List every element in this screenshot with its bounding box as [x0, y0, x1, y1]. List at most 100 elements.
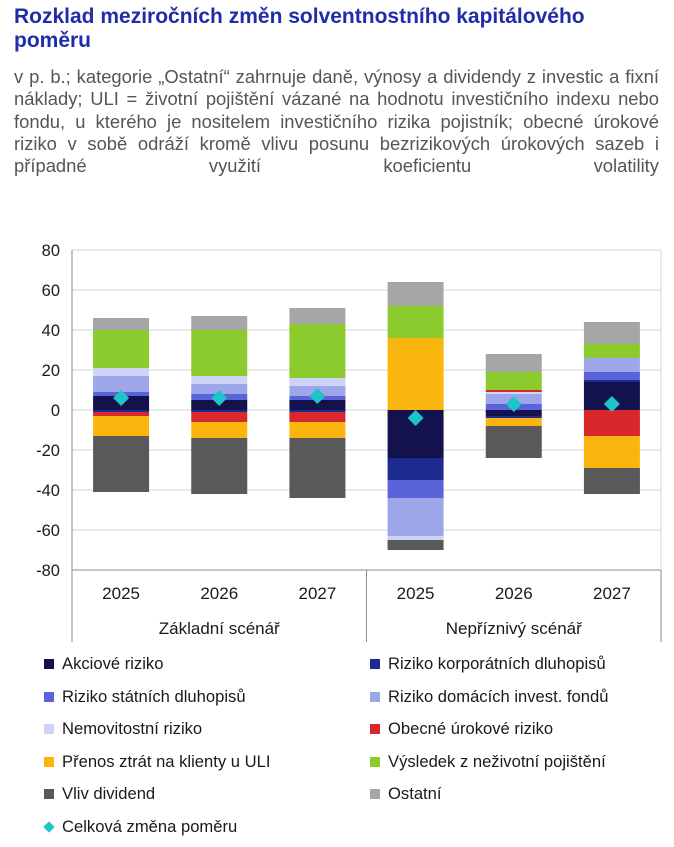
bar-segment — [387, 480, 444, 498]
legend-label: Akciové riziko — [62, 654, 164, 673]
bar-segment — [583, 344, 640, 358]
bar-segment — [191, 438, 248, 494]
bar-segment — [93, 368, 150, 376]
bar-segment — [583, 436, 640, 468]
bar-segment — [485, 416, 542, 418]
chart-subtitle: v p. b.; kategorie „Ostatní“ zahrnuje da… — [14, 66, 659, 177]
bar-segment — [93, 412, 150, 416]
bar-segment — [583, 322, 640, 344]
bar-segment — [289, 410, 346, 412]
bar-segment — [191, 376, 248, 384]
legend-label: Celková změna poměru — [62, 816, 238, 836]
legend-swatch — [44, 659, 54, 669]
legend-swatch — [370, 659, 380, 669]
legend-item: Obecné úrokové riziko — [370, 717, 553, 741]
bar-segment — [289, 324, 346, 378]
legend-item: Riziko domácích invest. fondů — [370, 685, 608, 709]
bar-segment — [93, 410, 150, 412]
legend-label: Riziko domácích invest. fondů — [388, 686, 609, 706]
bar-segment — [289, 308, 346, 324]
bar-segment — [191, 422, 248, 438]
bar-segment — [93, 318, 150, 330]
legend-swatch — [44, 789, 54, 799]
y-tick-label: 40 — [42, 322, 60, 340]
bar-segment — [387, 458, 444, 480]
bar-segment — [485, 392, 542, 394]
total-change-marker — [603, 396, 620, 412]
bar-segment — [387, 338, 444, 410]
bar-segment — [191, 316, 248, 330]
bar-segment — [289, 412, 346, 422]
bar-segment — [387, 540, 444, 550]
bar-segment — [289, 378, 346, 386]
bar-segment — [387, 282, 444, 306]
bar-segment — [583, 358, 640, 372]
bar-segment — [289, 438, 346, 498]
legend-swatch — [43, 820, 55, 833]
total-change-marker — [505, 396, 522, 412]
bar-segment — [485, 426, 542, 458]
legend-label: Riziko státních dluhopisů — [62, 686, 246, 706]
legend-label: Nemovitostní riziko — [62, 719, 203, 738]
legend-swatch — [370, 789, 380, 799]
x-tick-label: 2026 — [495, 584, 533, 603]
y-tick-label: -80 — [36, 562, 60, 580]
bar-segment — [191, 384, 248, 394]
legend-item: Výsledek z neživotní pojištění — [370, 750, 606, 774]
legend-item: Ostatní — [370, 782, 442, 806]
group-label: Nepříznivý scénář — [446, 619, 582, 638]
legend-label: Vliv dividend — [62, 784, 156, 803]
y-tick-label: -40 — [36, 482, 60, 500]
bar-segment — [485, 372, 542, 390]
legend-label: Ostatní — [388, 784, 442, 803]
bar-segment — [387, 306, 444, 338]
legend-item: Celková změna poměru — [43, 815, 238, 839]
bar-segment — [485, 390, 542, 392]
bar-segment — [93, 330, 150, 368]
bar-segment — [387, 498, 444, 536]
legend-item: Akciové riziko — [44, 652, 163, 676]
bar-chart: -80 -60 -40 -20 0 20 40 60 80 2025 2026 2027 2025 202… — [36, 242, 662, 642]
y-tick-label: 0 — [51, 402, 60, 420]
legend-swatch — [44, 724, 54, 734]
x-tick-label: 2025 — [102, 584, 140, 603]
x-tick-label: 2025 — [397, 584, 435, 603]
bar-segment — [387, 536, 444, 540]
legend-swatch — [370, 756, 380, 767]
bar-segment — [191, 412, 248, 422]
bar-segment — [485, 354, 542, 372]
legend-item: Vliv dividend — [44, 782, 155, 806]
bar-segment — [289, 422, 346, 438]
legend-item: Přenos ztrát na klienty u ULI — [44, 750, 270, 774]
legend-label: Obecné úrokové riziko — [388, 719, 554, 738]
legend-item: Riziko korporátních dluhopisů — [370, 652, 606, 676]
bar-segment — [485, 418, 542, 426]
bar-segment — [93, 436, 150, 492]
y-tick-label: -60 — [36, 522, 60, 540]
bar-segment — [93, 376, 150, 392]
legend-swatch — [370, 691, 380, 702]
bar-segment — [583, 372, 640, 380]
total-change-marker — [309, 388, 326, 404]
legend-item: Nemovitostní riziko — [44, 717, 202, 741]
y-tick-label: -20 — [36, 442, 60, 460]
total-change-marker — [407, 410, 424, 426]
y-tick-label: 80 — [42, 242, 60, 260]
bar-segment — [93, 416, 150, 436]
x-tick-label: 2026 — [200, 584, 238, 603]
bar-segment — [191, 330, 248, 376]
legend-item: Riziko státních dluhopisů — [44, 685, 246, 709]
bar-segment — [583, 380, 640, 382]
legend-label: Přenos ztrát na klienty u ULI — [62, 751, 271, 771]
bar-segment — [485, 410, 542, 416]
group-label: Základní scénář — [159, 619, 280, 638]
bar-segment — [289, 400, 346, 410]
legend-label: Výsledek z neživotní pojištění — [388, 751, 606, 771]
bar-segment — [191, 410, 248, 412]
x-tick-label: 2027 — [593, 584, 631, 603]
bar-segment — [583, 410, 640, 436]
y-tick-label: 20 — [42, 362, 60, 380]
legend-swatch — [44, 691, 54, 702]
x-tick-label: 2027 — [299, 584, 337, 603]
total-change-marker — [113, 390, 130, 406]
